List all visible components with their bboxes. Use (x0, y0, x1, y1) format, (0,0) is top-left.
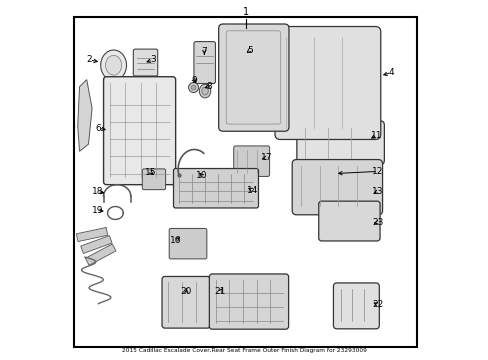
Text: 19: 19 (92, 206, 103, 215)
Ellipse shape (202, 87, 208, 95)
FancyBboxPatch shape (173, 168, 258, 208)
Text: 13: 13 (371, 187, 383, 196)
Ellipse shape (199, 84, 210, 98)
FancyBboxPatch shape (142, 169, 165, 190)
Text: 22: 22 (371, 300, 383, 309)
Polygon shape (76, 228, 107, 242)
Text: 10: 10 (196, 171, 207, 180)
Circle shape (188, 82, 198, 93)
FancyBboxPatch shape (103, 77, 175, 185)
Text: 3: 3 (150, 55, 156, 64)
Polygon shape (85, 244, 116, 265)
Text: 4: 4 (388, 68, 393, 77)
Text: 6: 6 (95, 123, 101, 132)
FancyBboxPatch shape (133, 49, 158, 76)
Polygon shape (78, 80, 92, 151)
Text: 20: 20 (181, 287, 192, 296)
FancyBboxPatch shape (233, 146, 269, 176)
Text: 15: 15 (144, 168, 156, 177)
FancyBboxPatch shape (318, 201, 379, 241)
Text: 18: 18 (92, 187, 103, 196)
Text: 21: 21 (214, 287, 225, 296)
FancyBboxPatch shape (169, 228, 206, 259)
Text: 9: 9 (191, 76, 197, 85)
FancyBboxPatch shape (194, 41, 215, 84)
Polygon shape (81, 236, 112, 253)
Ellipse shape (101, 50, 126, 81)
Text: 7: 7 (201, 47, 207, 56)
Text: 16: 16 (169, 236, 181, 245)
Text: 8: 8 (206, 82, 212, 91)
Text: 12: 12 (371, 167, 383, 176)
Text: 14: 14 (246, 185, 258, 194)
Text: 2: 2 (86, 55, 92, 64)
Text: 1: 1 (243, 7, 249, 17)
FancyBboxPatch shape (218, 24, 288, 131)
FancyBboxPatch shape (333, 283, 379, 329)
FancyBboxPatch shape (274, 27, 380, 139)
Ellipse shape (105, 55, 122, 75)
FancyBboxPatch shape (209, 274, 288, 329)
Text: 23: 23 (371, 218, 383, 227)
Text: 17: 17 (261, 153, 272, 162)
Circle shape (191, 85, 196, 90)
FancyBboxPatch shape (292, 159, 382, 215)
FancyBboxPatch shape (296, 121, 384, 165)
Text: 2015 Cadillac Escalade Cover,Rear Seat Frame Outer Finish Diagram for 23293009: 2015 Cadillac Escalade Cover,Rear Seat F… (122, 348, 366, 353)
Text: 5: 5 (246, 46, 252, 55)
Text: 11: 11 (371, 131, 382, 140)
FancyBboxPatch shape (162, 276, 210, 328)
FancyBboxPatch shape (300, 167, 337, 183)
